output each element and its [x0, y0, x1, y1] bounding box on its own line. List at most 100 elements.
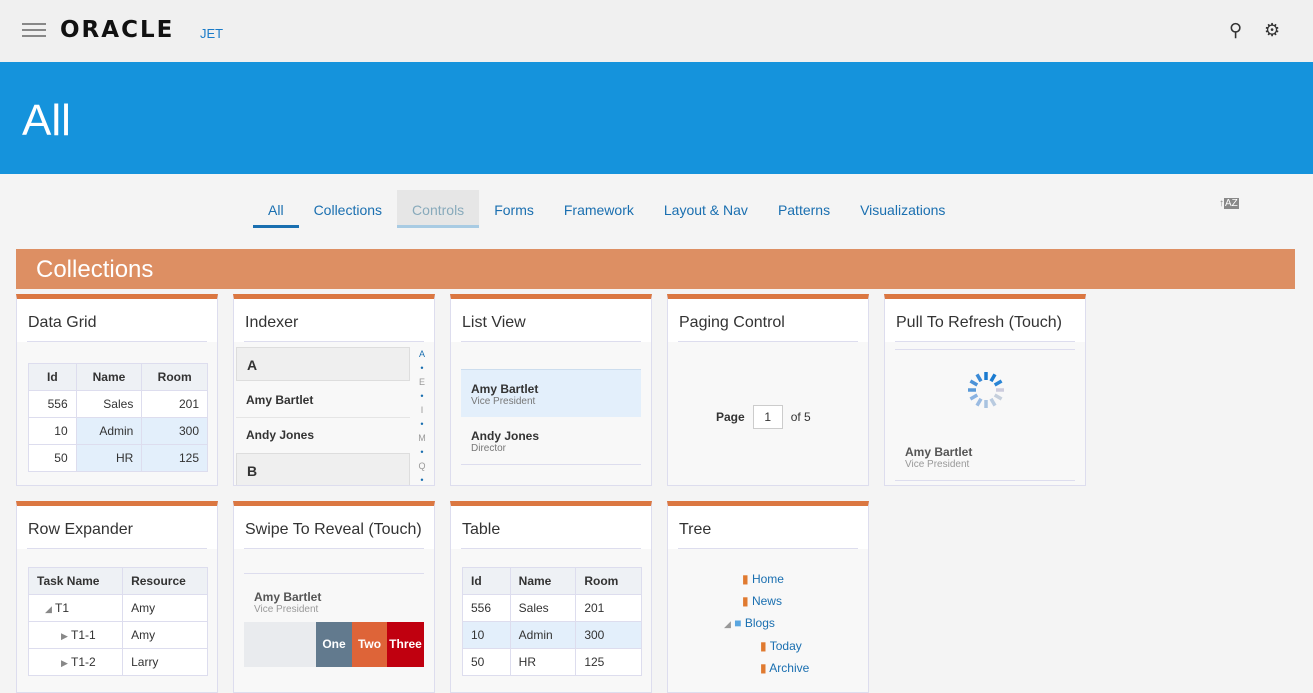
cell[interactable]: 556	[28, 390, 77, 418]
file-icon: ▮	[760, 639, 767, 653]
tab-all[interactable]: All	[253, 190, 299, 228]
task-name: T1-2	[71, 655, 96, 669]
table[interactable]: Id Name Room 556 Sales 201 10 Admin 300 50 HR 12…	[462, 567, 642, 676]
tab-patterns[interactable]: Patterns	[777, 202, 831, 218]
cell[interactable]: Admin	[75, 417, 143, 445]
card-data-grid[interactable]: Data Grid Id Name Room 556 Sales 201 10 Admin…	[16, 294, 218, 486]
page-input[interactable]: 1	[752, 405, 783, 429]
column-header[interactable]: Name	[75, 363, 143, 391]
item-role: Vice President	[254, 604, 319, 615]
tab-layout-nav[interactable]: Layout & Nav	[663, 202, 748, 218]
card-pull-to-refresh[interactable]: Pull To Refresh (Touch) Amy Bartlet Vice …	[884, 294, 1086, 486]
filter-tabs: All Collections Controls Forms Framework…	[253, 190, 960, 228]
tree-node[interactable]: ▮ Today	[760, 639, 802, 653]
index-letter[interactable]: E	[418, 377, 425, 387]
page-title: All	[22, 96, 71, 145]
cell: HR	[509, 648, 577, 676]
tree-node[interactable]: ◢ ■ Blogs	[724, 616, 775, 630]
collapse-icon[interactable]: ◢	[45, 604, 52, 614]
gear-icon[interactable]: ⚙	[1264, 20, 1281, 40]
list-item[interactable]: Amy Bartlet Vice President	[461, 369, 641, 417]
swipe-action-three[interactable]: Three	[387, 622, 424, 667]
tab-framework[interactable]: Framework	[563, 202, 634, 218]
table-row[interactable]: 556 Sales 201	[462, 594, 642, 622]
cell: Admin	[509, 621, 577, 649]
list-item[interactable]: Andy Jones Director	[461, 417, 641, 465]
cell[interactable]: 50	[28, 444, 77, 472]
card-row-expander[interactable]: Row Expander Task Name Resource ◢ T1 Amy ▶…	[16, 501, 218, 693]
card-paging-control[interactable]: Paging Control Page 1 of 5	[667, 294, 869, 486]
tree[interactable]: ▮ Home ▮ News ◢ ■ Blogs ▮ Today ▮ Archiv…	[668, 568, 809, 679]
group-header: A	[236, 347, 410, 381]
column-header[interactable]: Id	[462, 567, 511, 595]
row-expander-table[interactable]: Task Name Resource ◢ T1 Amy ▶ T1-1 Amy ▶ T1…	[27, 567, 208, 676]
tab-forms[interactable]: Forms	[494, 202, 534, 218]
column-header[interactable]: Resource	[122, 567, 208, 595]
tab-controls[interactable]: Controls	[397, 190, 480, 228]
product-name: JET	[200, 26, 224, 41]
column-header[interactable]: Id	[28, 363, 77, 391]
index-dot[interactable]: •	[420, 391, 424, 401]
cell[interactable]: HR	[75, 444, 143, 472]
list-item[interactable]: Amy Bartlet Vice President	[254, 590, 321, 615]
list-item[interactable]: Amy Bartlet	[246, 393, 314, 407]
table-row[interactable]: ▶ T1-1 Amy	[27, 621, 208, 649]
table-row[interactable]: 50 HR 125	[462, 648, 642, 676]
sort-az-icon[interactable]: ↑AZ	[1219, 198, 1239, 209]
column-header[interactable]: Name	[509, 567, 577, 595]
column-header[interactable]: Room	[575, 567, 642, 595]
card-list-view[interactable]: List View Amy Bartlet Vice President Andy…	[450, 294, 652, 486]
cell[interactable]: 10	[28, 417, 77, 445]
collapse-icon[interactable]: ◢	[724, 619, 731, 629]
card-title: List View	[451, 299, 651, 342]
card-table[interactable]: Table Id Name Room 556 Sales 201 10 Admin 300 …	[450, 501, 652, 693]
index-letter[interactable]: I	[420, 405, 424, 415]
grid-row[interactable]: 10 Admin 300	[28, 417, 208, 445]
card-title: Data Grid	[17, 299, 217, 342]
tree-node[interactable]: ▮ Home	[742, 572, 784, 586]
index-letter[interactable]: Q	[418, 461, 426, 471]
data-grid[interactable]: Id Name Room 556 Sales 201 10 Admin 300 50 HR 12…	[28, 363, 208, 472]
index-dot[interactable]: •	[420, 447, 424, 457]
cell: Sales	[509, 594, 577, 622]
tab-collections[interactable]: Collections	[313, 202, 383, 218]
index-dot[interactable]: •	[420, 419, 424, 429]
cell[interactable]: 300	[141, 417, 208, 445]
group-header: B	[236, 453, 410, 485]
item-role: Vice President	[905, 459, 970, 470]
cell[interactable]: Sales	[75, 390, 143, 418]
list-item[interactable]: Andy Jones	[246, 428, 315, 442]
column-header[interactable]: Room	[141, 363, 208, 391]
cell[interactable]: 125	[141, 444, 208, 472]
cell: 300	[575, 621, 642, 649]
search-icon[interactable]: ⚲	[1229, 20, 1243, 40]
swipe-action-two[interactable]: Two	[352, 622, 387, 667]
card-tree[interactable]: Tree ▮ Home ▮ News ◢ ■ Blogs ▮ Today ▮ A…	[667, 501, 869, 693]
tree-node[interactable]: ▮ News	[742, 594, 782, 608]
expand-icon[interactable]: ▶	[61, 658, 68, 668]
grid-row[interactable]: 556 Sales 201	[28, 390, 208, 418]
table-row[interactable]: ▶ T1-2 Larry	[27, 648, 208, 676]
swipe-action-one[interactable]: One	[316, 622, 352, 667]
index-dot[interactable]: •	[420, 363, 424, 373]
folder-icon: ■	[734, 616, 742, 630]
table-row[interactable]: 10 Admin 300	[462, 621, 642, 649]
task-name: T1	[55, 601, 70, 615]
indexer-bar[interactable]: A • E • I • M • Q •	[414, 347, 430, 485]
column-header[interactable]: Task Name	[27, 567, 124, 595]
index-dot[interactable]: •	[420, 475, 424, 485]
cell: 201	[575, 594, 642, 622]
tree-node[interactable]: ▮ Archive	[760, 661, 810, 675]
grid-row[interactable]: 50 HR 125	[28, 444, 208, 472]
hamburger-menu-icon[interactable]	[22, 23, 46, 37]
index-letter[interactable]: M	[418, 433, 426, 443]
tab-visualizations[interactable]: Visualizations	[860, 202, 946, 218]
expand-icon[interactable]: ▶	[61, 631, 68, 641]
card-title: Swipe To Reveal (Touch)	[234, 506, 434, 549]
card-indexer[interactable]: Indexer A Amy Bartlet Andy Jones B A • E • I…	[233, 294, 435, 486]
cell[interactable]: 201	[141, 390, 208, 418]
card-swipe-to-reveal[interactable]: Swipe To Reveal (Touch) Amy Bartlet Vice …	[233, 501, 435, 693]
list-item[interactable]: Amy Bartlet Vice President	[905, 445, 972, 470]
table-row[interactable]: ◢ T1 Amy	[27, 594, 208, 622]
index-letter[interactable]: A	[418, 349, 425, 359]
